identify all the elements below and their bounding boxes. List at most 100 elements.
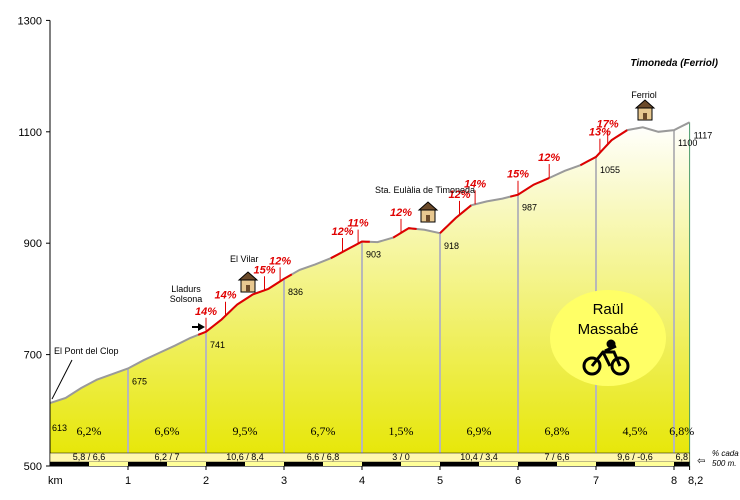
place-lladurs: Lladurs <box>171 284 201 294</box>
segment-minmax-4: 3 / 0 <box>392 452 410 462</box>
segment-minmax-1: 6,2 / 7 <box>154 452 179 462</box>
steep-section-5 <box>579 129 628 167</box>
x-tick-label-3: 4 <box>359 475 365 487</box>
x-tick-label-5: 6 <box>515 475 521 487</box>
segment-avg-6: 6,8% <box>545 424 570 438</box>
rider-first-name: Raül <box>593 301 624 318</box>
grade-note: ⇦ % cada 500 m. <box>697 449 739 468</box>
ferriol-house-icon <box>634 99 656 121</box>
cyclist-icon <box>582 339 630 376</box>
rider-badge: Raül Massabé <box>550 290 666 386</box>
grade-label-11: 13% <box>589 127 611 139</box>
el-vilar-house-icon <box>237 271 259 293</box>
segment-minmax-0: 5,8 / 6,6 <box>73 452 106 462</box>
segment-avg-7: 4,5% <box>623 424 648 438</box>
grade-label-8: 14% <box>464 178 486 190</box>
strip-500m-2 <box>128 462 167 466</box>
grade-label-9: 15% <box>507 169 529 181</box>
pont-del-clop-leader <box>51 359 73 400</box>
strip-500m-11 <box>479 462 518 466</box>
segment-avg-0: 6,2% <box>77 424 102 438</box>
elevation-label-6: 987 <box>522 203 537 213</box>
profile-area <box>50 122 690 467</box>
y-tick-label-900: 900 <box>24 238 42 250</box>
arrow-icon: ⇦ <box>697 456 705 467</box>
segment-avg-5: 6,9% <box>467 424 492 438</box>
steep-section-1 <box>330 240 370 260</box>
segment-avg-1: 6,6% <box>155 424 180 438</box>
place-el-vilar: El Vilar <box>230 254 258 264</box>
grade-note-line1: % cada <box>712 449 739 458</box>
elevation-label-3: 836 <box>288 287 303 297</box>
place-el-pont-del-clop: El Pont del Clop <box>54 346 119 356</box>
place-ferriol: Ferriol <box>631 90 657 100</box>
y-tick-label-1300: 1300 <box>18 15 42 27</box>
x-tick-label-4: 5 <box>437 475 443 487</box>
segment-avg-2: 9,5% <box>233 424 258 438</box>
junction-arrowhead-icon <box>198 323 205 331</box>
segment-avg-4: 1,5% <box>389 424 414 438</box>
grade-label-6: 12% <box>390 207 412 219</box>
y-tick-label-700: 700 <box>24 350 42 362</box>
x-tick-label-1: 2 <box>203 475 209 487</box>
strip-500m-3 <box>167 462 206 466</box>
steep-section-2 <box>392 227 417 239</box>
strip-500m-13 <box>557 462 596 466</box>
strip-500m-12 <box>518 462 557 466</box>
grade-label-12: 17% <box>597 118 619 130</box>
segment-avg-3: 6,7% <box>311 424 336 438</box>
segment-minmax-6: 7 / 6,6 <box>544 452 569 462</box>
strip-500m-7 <box>323 462 362 466</box>
steep-section-3 <box>439 204 472 234</box>
grade-label-0: 14% <box>195 306 217 318</box>
steep-section-4 <box>509 177 550 198</box>
elevation-label-0: 613 <box>52 423 67 433</box>
steep-section-0 <box>197 273 293 336</box>
x-tick-label-0: 1 <box>125 475 131 487</box>
grade-note-line2: 500 m. <box>712 459 736 468</box>
x-tick-label-2: 3 <box>281 475 287 487</box>
rider-badge-circle <box>550 290 666 386</box>
x-axis-label: km <box>48 475 63 487</box>
segment-minmax-3: 6,6 / 6,8 <box>307 452 340 462</box>
grade-label-7: 12% <box>448 189 470 201</box>
elevation-label-1: 675 <box>132 377 147 387</box>
place-sta-eulalia: Sta. Eulàlia de Timoneda <box>375 185 475 195</box>
y-tick-label-500: 500 <box>24 461 42 473</box>
strip-500m-15 <box>635 462 674 466</box>
grade-label-4: 12% <box>331 226 353 238</box>
sta-eulalia-church-icon <box>417 201 439 223</box>
strip-500m-5 <box>245 462 284 466</box>
elevation-label-4: 903 <box>366 250 381 260</box>
elevation-label-9: 1117 <box>694 130 713 140</box>
grade-label-3: 12% <box>269 255 291 267</box>
segment-minmax-2: 10,6 / 8,4 <box>226 452 264 462</box>
strip-500m-10 <box>440 462 479 466</box>
strip-500m-4 <box>206 462 245 466</box>
grade-label-5: 11% <box>347 218 368 230</box>
chart-title: Timoneda (Ferriol) <box>630 58 718 69</box>
x-tick-label-8: 8,2 <box>688 475 703 487</box>
x-tick-label-6: 7 <box>593 475 599 487</box>
segment-avg-8: 6,8% <box>669 424 694 438</box>
grade-label-10: 12% <box>538 152 560 164</box>
y-tick-label-1100: 1100 <box>18 127 42 139</box>
strip-500m-16 <box>674 462 690 466</box>
strip-500m-1 <box>89 462 128 466</box>
segment-minmax-8: 6,8 <box>676 452 689 462</box>
segment-minmax-7: 9,6 / -0,6 <box>617 452 653 462</box>
strip-500m-8 <box>362 462 401 466</box>
elevation-label-7: 1055 <box>600 165 620 175</box>
elevation-label-2: 741 <box>210 340 225 350</box>
grade-label-1: 14% <box>214 290 236 302</box>
strip-500m-9 <box>401 462 440 466</box>
strip-500m-6 <box>284 462 323 466</box>
grade-strip <box>49 452 690 463</box>
strip-500m-14 <box>596 462 635 466</box>
segment-minmax-5: 10,4 / 3,4 <box>460 452 498 462</box>
grade-label-2: 15% <box>253 264 275 276</box>
elevation-label-8: 1100 <box>678 138 697 148</box>
strip-500m-0 <box>50 462 89 466</box>
x-tick-label-7: 8 <box>671 475 677 487</box>
